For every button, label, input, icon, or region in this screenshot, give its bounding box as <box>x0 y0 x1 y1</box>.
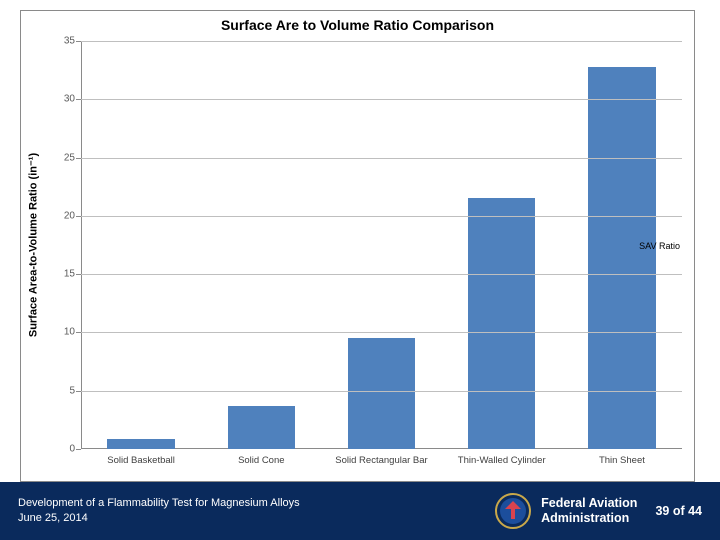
grid-line <box>81 41 682 42</box>
bar <box>228 406 295 449</box>
footer-org: Federal Aviation Administration <box>541 496 655 526</box>
bar-slot: Solid Rectangular Bar <box>321 41 441 449</box>
bar <box>468 198 535 449</box>
footer-bar: Development of a Flammability Test for M… <box>0 482 720 540</box>
chart-container: Surface Are to Volume Ratio Comparison S… <box>20 10 695 482</box>
footer-org-line2: Administration <box>541 511 637 526</box>
grid-line <box>81 332 682 333</box>
y-tick-label: 15 <box>64 269 81 280</box>
chart-area: Surface Are to Volume Ratio Comparison S… <box>0 0 720 482</box>
bar-slot: Solid Cone <box>201 41 321 449</box>
x-tick-label: Thin Sheet <box>562 449 682 466</box>
y-tick-label: 10 <box>64 327 81 338</box>
y-tick-label: 25 <box>64 152 81 163</box>
bar-slot: Thin-Walled Cylinder <box>442 41 562 449</box>
y-tick-label: 35 <box>64 36 81 47</box>
page-number: 39 of 44 <box>655 504 720 518</box>
bar <box>107 439 174 449</box>
slide: Surface Are to Volume Ratio Comparison S… <box>0 0 720 540</box>
grid-line <box>81 216 682 217</box>
y-tick-label: 20 <box>64 210 81 221</box>
legend: SAV Ratio <box>627 241 680 251</box>
y-tick-label: 0 <box>69 444 81 455</box>
y-axis-title: Surface Area-to-Volume Ratio (in⁻¹) <box>27 153 40 337</box>
bars-row: Solid BasketballSolid ConeSolid Rectangu… <box>81 41 682 449</box>
footer-org-line1: Federal Aviation <box>541 496 637 511</box>
footer-presentation-title: Development of a Flammability Test for M… <box>18 496 485 511</box>
legend-swatch-icon <box>627 242 635 250</box>
grid-line <box>81 391 682 392</box>
bar-slot: Solid Basketball <box>81 41 201 449</box>
x-tick-label: Thin-Walled Cylinder <box>442 449 562 466</box>
footer-date: June 25, 2014 <box>18 511 485 526</box>
y-tick-label: 5 <box>69 385 81 396</box>
plot-area: Surface Area-to-Volume Ratio (in⁻¹) Soli… <box>81 41 682 449</box>
grid-line <box>81 99 682 100</box>
grid-line <box>81 158 682 159</box>
chart-title: Surface Are to Volume Ratio Comparison <box>21 11 694 37</box>
x-tick-label: Solid Basketball <box>81 449 201 466</box>
footer-left: Development of a Flammability Test for M… <box>0 496 485 526</box>
page-total: 44 <box>688 504 702 518</box>
page-sep: of <box>669 504 688 518</box>
grid-line <box>81 274 682 275</box>
x-tick-label: Solid Rectangular Bar <box>321 449 441 466</box>
legend-label: SAV Ratio <box>639 241 680 251</box>
x-tick-label: Solid Cone <box>201 449 321 466</box>
bar <box>348 338 415 449</box>
faa-seal-icon <box>493 491 533 531</box>
page-current: 39 <box>655 504 669 518</box>
y-tick-label: 30 <box>64 94 81 105</box>
